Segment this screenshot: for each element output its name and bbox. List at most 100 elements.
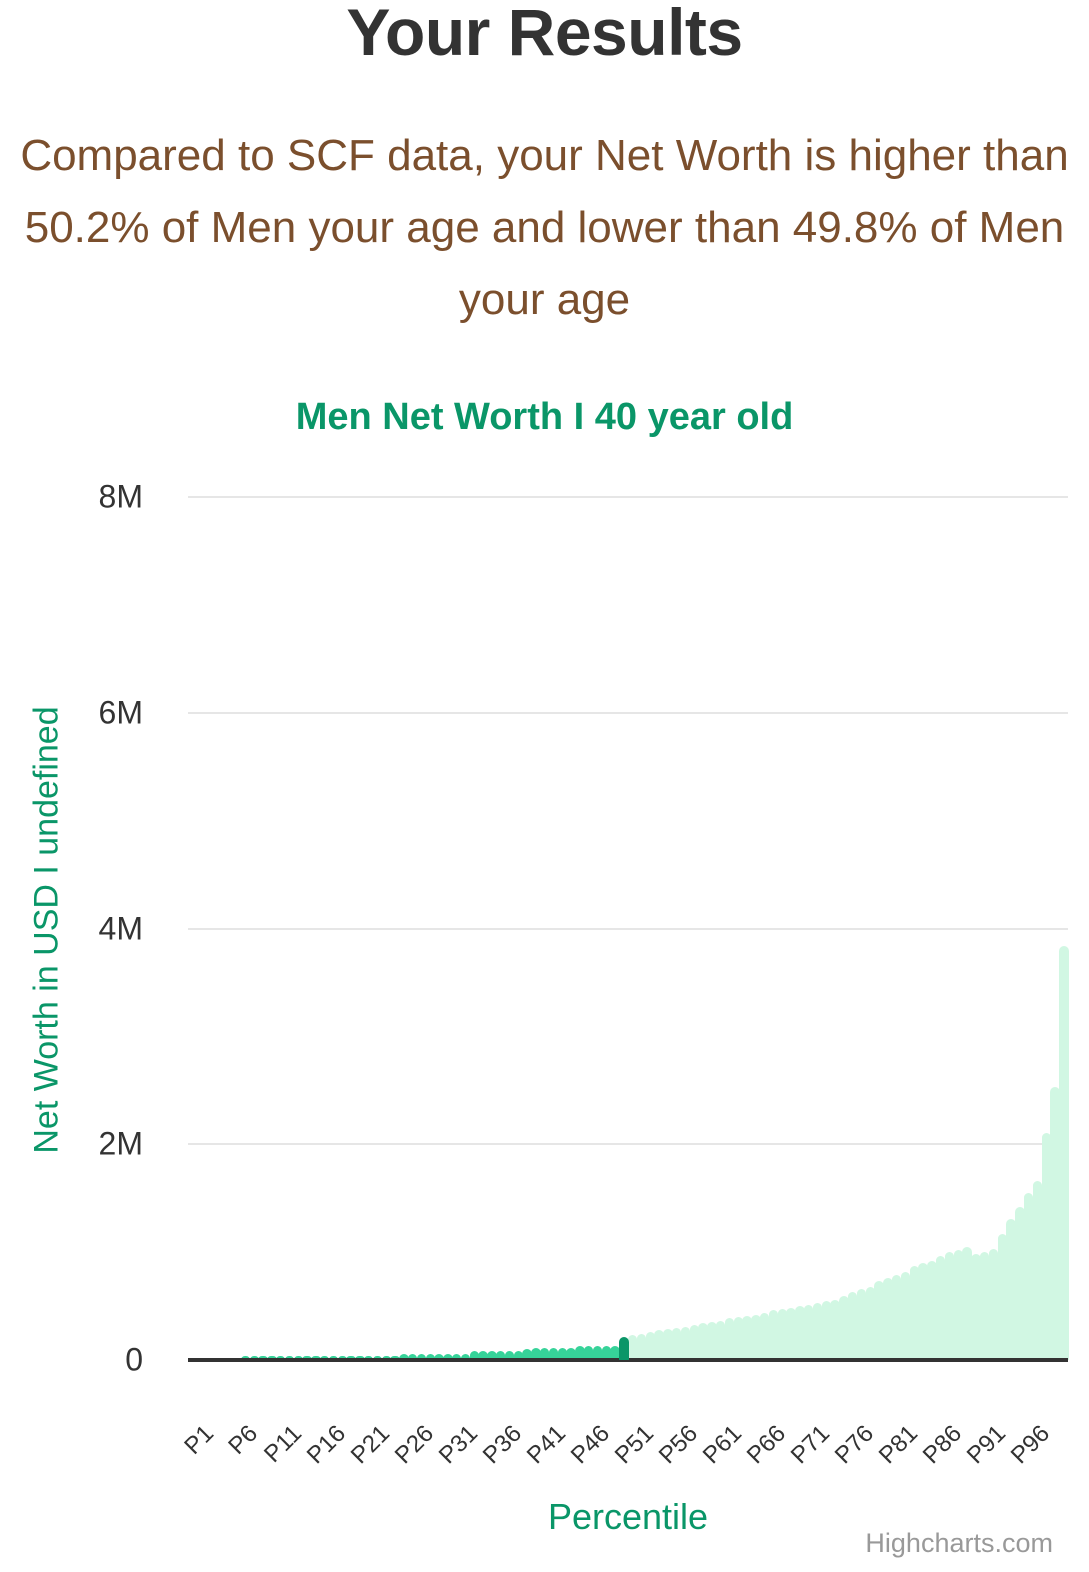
percentile-bar[interactable] (680, 1326, 691, 1360)
percentile-bar[interactable] (592, 1345, 603, 1360)
percentile-bar[interactable] (689, 1324, 699, 1360)
x-tick-label: P46 (566, 1420, 616, 1470)
x-tick-label: P86 (918, 1420, 968, 1470)
y-tick-label: 8M (98, 478, 143, 515)
percentile-bar[interactable] (452, 1354, 462, 1360)
percentile-bar[interactable] (865, 1286, 875, 1360)
percentile-bar[interactable] (909, 1266, 919, 1360)
highcharts-credits-link[interactable]: Highcharts.com (865, 1528, 1053, 1558)
x-tick-label: P11 (259, 1420, 308, 1469)
x-tick-label: P31 (434, 1420, 484, 1470)
percentile-bar[interactable] (654, 1330, 664, 1360)
percentile-bar[interactable] (892, 1274, 902, 1360)
percentile-bar[interactable] (795, 1306, 805, 1360)
percentile-bar[interactable] (944, 1252, 955, 1360)
percentile-bar[interactable] (830, 1299, 840, 1360)
plot-area (188, 497, 1069, 1360)
percentile-bar[interactable] (478, 1350, 488, 1360)
percentile-bar[interactable] (742, 1315, 752, 1360)
percentile-bar[interactable] (997, 1233, 1007, 1360)
percentile-bar[interactable] (663, 1328, 673, 1360)
x-axis-line (188, 1358, 1068, 1362)
x-tick-label: P51 (610, 1420, 660, 1470)
percentile-bar[interactable] (980, 1252, 990, 1360)
y-tick-label: 6M (98, 694, 143, 731)
percentile-bar[interactable] (953, 1249, 963, 1360)
percentile-bar[interactable] (1050, 1087, 1060, 1360)
y-axis-title: Net Worth in USD I undefined (27, 706, 66, 1154)
percentile-bar[interactable] (584, 1345, 594, 1360)
percentile-bar[interactable] (548, 1348, 559, 1360)
percentile-bar[interactable] (531, 1348, 541, 1360)
percentile-bar[interactable] (821, 1301, 831, 1360)
percentile-bar[interactable] (557, 1348, 567, 1360)
gridline (188, 1143, 1068, 1146)
percentile-bar[interactable] (636, 1333, 647, 1360)
percentile-bar[interactable] (496, 1350, 506, 1360)
percentile-bar[interactable] (487, 1350, 497, 1360)
percentile-bar[interactable] (610, 1345, 620, 1360)
gridline (188, 711, 1068, 714)
x-tick-label: P16 (302, 1420, 352, 1470)
percentile-bar[interactable] (575, 1345, 585, 1360)
percentile-bar[interactable] (1041, 1133, 1051, 1360)
percentile-bar[interactable] (733, 1316, 743, 1360)
percentile-bar[interactable] (645, 1331, 655, 1360)
percentile-bar[interactable] (927, 1260, 937, 1360)
x-tick-label: P76 (830, 1420, 880, 1470)
percentile-bar[interactable] (883, 1278, 893, 1360)
percentile-bar[interactable] (522, 1349, 532, 1360)
x-tick-label: P61 (698, 1420, 748, 1470)
percentile-bar[interactable] (513, 1350, 523, 1360)
percentile-bar[interactable] (425, 1354, 435, 1360)
percentile-bar[interactable] (751, 1314, 761, 1360)
percentile-bar[interactable] (628, 1335, 638, 1360)
x-tick-label: P6 (223, 1420, 264, 1460)
percentile-bar[interactable] (672, 1327, 682, 1360)
percentile-bar[interactable] (698, 1323, 708, 1360)
percentile-bar[interactable] (707, 1322, 717, 1360)
percentile-bar[interactable] (399, 1354, 409, 1360)
percentile-bar[interactable] (900, 1271, 911, 1360)
x-tick-label: P66 (742, 1420, 792, 1470)
x-tick-label: P26 (390, 1420, 440, 1470)
percentile-bar[interactable] (408, 1354, 418, 1360)
percentile-bar[interactable] (848, 1292, 858, 1360)
percentile-bar[interactable] (839, 1296, 849, 1360)
x-tick-label: P81 (874, 1420, 924, 1470)
x-tick-label: P91 (962, 1420, 1012, 1470)
percentile-bar[interactable] (540, 1348, 550, 1360)
percentile-bar[interactable] (566, 1348, 576, 1360)
percentile-bar[interactable] (760, 1312, 770, 1360)
percentile-bar[interactable] (874, 1281, 884, 1360)
user-percentile-bar[interactable] (619, 1337, 629, 1360)
percentile-bar[interactable] (812, 1303, 823, 1360)
percentile-bar[interactable] (1024, 1192, 1034, 1360)
percentile-bar[interactable] (1059, 945, 1069, 1360)
percentile-bar[interactable] (434, 1354, 444, 1360)
percentile-bar[interactable] (936, 1256, 946, 1360)
percentile-bar[interactable] (460, 1353, 471, 1360)
percentile-bar[interactable] (988, 1248, 999, 1360)
y-tick-label: 0 (125, 1341, 143, 1378)
percentile-bar[interactable] (804, 1304, 814, 1360)
percentile-bar[interactable] (443, 1354, 453, 1360)
percentile-bar[interactable] (918, 1262, 928, 1360)
percentile-bar[interactable] (962, 1246, 972, 1360)
percentile-bar[interactable] (1032, 1180, 1043, 1360)
percentile-bar[interactable] (768, 1310, 779, 1360)
percentile-bar[interactable] (716, 1320, 726, 1360)
x-tick-label: P96 (1006, 1420, 1056, 1470)
percentile-bar[interactable] (469, 1350, 479, 1360)
percentile-bar[interactable] (601, 1345, 611, 1360)
percentile-bar[interactable] (724, 1318, 735, 1360)
percentile-bar[interactable] (786, 1308, 796, 1360)
percentile-bar[interactable] (856, 1288, 867, 1360)
percentile-bar[interactable] (416, 1354, 427, 1360)
percentile-bar[interactable] (777, 1309, 787, 1360)
percentile-bar[interactable] (1015, 1206, 1025, 1360)
percentile-bar[interactable] (1006, 1218, 1016, 1360)
x-tick-label: P21 (346, 1420, 396, 1470)
percentile-bar[interactable] (504, 1350, 515, 1360)
percentile-bar[interactable] (971, 1254, 981, 1360)
